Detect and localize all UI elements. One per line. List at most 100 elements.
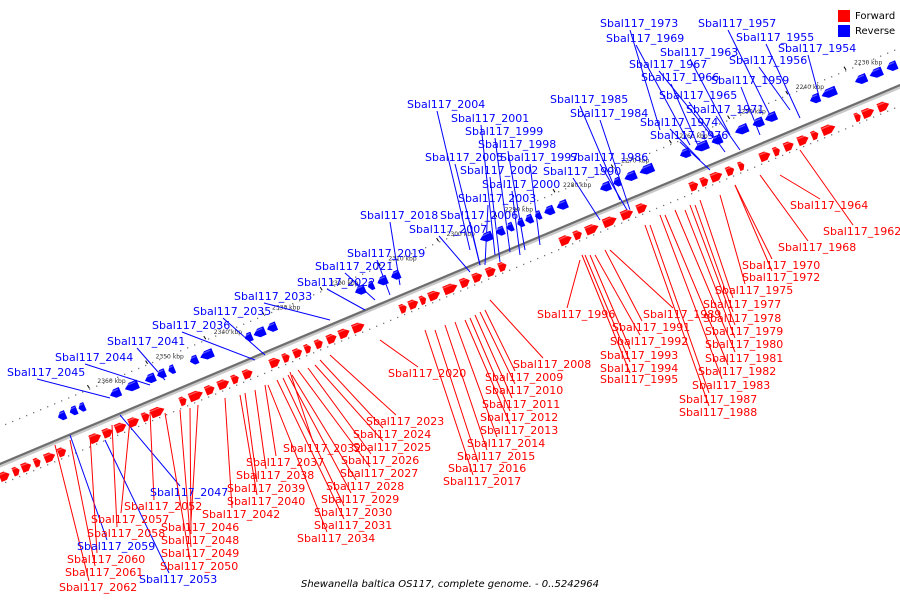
gene-label: Sbal117_1976 — [650, 129, 728, 142]
tick-mark — [610, 164, 614, 169]
gene-highlight — [114, 422, 125, 428]
track-dot — [110, 437, 112, 439]
gene-highlight — [758, 151, 769, 156]
track-dot — [376, 325, 378, 327]
track-dot — [145, 422, 147, 425]
track-dot — [208, 396, 210, 398]
leader-line — [289, 371, 314, 443]
gene-arrow — [694, 139, 710, 152]
track-dot — [502, 214, 504, 216]
track-dot — [523, 205, 525, 208]
leader-line — [434, 329, 479, 463]
tick-mark — [668, 139, 672, 144]
gene-arrow — [699, 177, 709, 187]
gene-label: Sbal117_2042 — [202, 508, 280, 521]
track-dot — [418, 307, 420, 310]
gene-highlight — [725, 166, 733, 170]
track-dot — [894, 49, 896, 51]
track-dot — [264, 314, 266, 317]
gene-highlight — [351, 321, 362, 328]
track-dot — [96, 385, 98, 387]
gene-highlight — [584, 223, 596, 230]
gene-highlight — [418, 295, 425, 299]
tick-mark — [494, 213, 498, 218]
leader-line — [484, 309, 516, 372]
track-dot — [47, 464, 49, 466]
track-dot — [75, 452, 77, 454]
gene-arrow — [442, 283, 458, 296]
track-dot — [656, 207, 658, 210]
track-dot — [845, 70, 847, 72]
track-dot — [852, 67, 854, 69]
gene-arrow — [101, 428, 113, 439]
gene-arrow — [245, 331, 254, 342]
track-dot — [243, 323, 245, 325]
track-dot — [5, 423, 7, 426]
leader-line — [734, 184, 773, 260]
gene-label: Sbal117_2006 — [440, 209, 518, 222]
track-dot — [180, 350, 182, 352]
gene-highlight — [252, 327, 263, 333]
track-dot — [306, 355, 308, 357]
leader-line — [119, 414, 181, 487]
track-dot — [768, 102, 770, 104]
leader-line — [658, 70, 716, 141]
track-dot — [12, 420, 14, 423]
leader-line — [629, 29, 661, 131]
gene-highlight — [772, 146, 779, 151]
gene-highlight — [678, 148, 688, 154]
gene-label: Sbal117_2022 — [297, 276, 375, 289]
gene-arrow — [876, 101, 890, 113]
gene-highlight — [155, 369, 164, 374]
track-dot — [670, 201, 672, 204]
gene-label: Sbal117_1979 — [705, 325, 783, 338]
gene-highlight — [709, 171, 720, 177]
track-dot — [733, 175, 735, 177]
gene-arrow — [418, 295, 427, 306]
track-dot — [754, 108, 756, 110]
gene-highlight — [56, 447, 65, 452]
gene-label: Sbal117_1987 — [679, 393, 757, 406]
gene-highlight — [558, 234, 570, 241]
track-dot — [796, 90, 798, 93]
leader-line — [579, 105, 621, 201]
gene-label: Sbal117_1996 — [537, 308, 615, 321]
gene-label: Sbal117_2036 — [152, 319, 230, 332]
gene-label: Sbal117_1984 — [570, 107, 648, 120]
track-dot — [488, 278, 490, 280]
gene-label: Sbal117_1970 — [742, 259, 820, 272]
leader-line — [444, 324, 488, 451]
gene-arrow — [458, 277, 470, 289]
track-dot — [446, 238, 448, 240]
gene-highlight — [555, 200, 565, 206]
gene-highlight — [398, 303, 405, 308]
leader-line — [264, 384, 277, 457]
track-dot — [334, 343, 336, 345]
leader-line — [480, 124, 496, 256]
gene-label: Sbal117_2010 — [485, 384, 563, 397]
track-dot — [649, 210, 651, 213]
gene-label: Sbal117_1962 — [823, 225, 900, 238]
track-dot — [68, 455, 70, 457]
gene-highlight — [242, 368, 251, 374]
gene-arrow — [200, 348, 215, 360]
gene-label: Sbal117_2003 — [458, 192, 536, 205]
track-dot — [796, 148, 798, 151]
gene-label: Sbal117_2015 — [457, 450, 535, 463]
gene-highlight — [497, 261, 505, 266]
track-dot — [775, 157, 777, 160]
track-dot — [152, 361, 154, 364]
track-dot — [628, 161, 630, 163]
track-dot — [509, 269, 511, 271]
track-dot — [362, 273, 364, 275]
track-dot — [166, 414, 168, 416]
gene-highlight — [366, 281, 372, 285]
gene-arrow — [241, 369, 253, 380]
track-dot — [383, 264, 385, 266]
gene-label: Sbal117_1973 — [600, 17, 678, 30]
leader-line — [424, 329, 474, 476]
track-dot — [600, 173, 602, 175]
track-dot — [684, 138, 686, 140]
gene-label: Sbal117_1972 — [742, 271, 820, 284]
label-leader-lines — [36, 29, 854, 582]
